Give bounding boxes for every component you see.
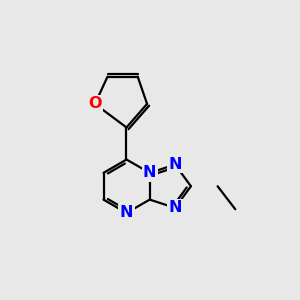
Text: N: N (143, 165, 157, 180)
Text: O: O (88, 96, 102, 111)
Text: N: N (168, 200, 182, 215)
Text: N: N (120, 206, 133, 220)
Text: N: N (168, 157, 182, 172)
